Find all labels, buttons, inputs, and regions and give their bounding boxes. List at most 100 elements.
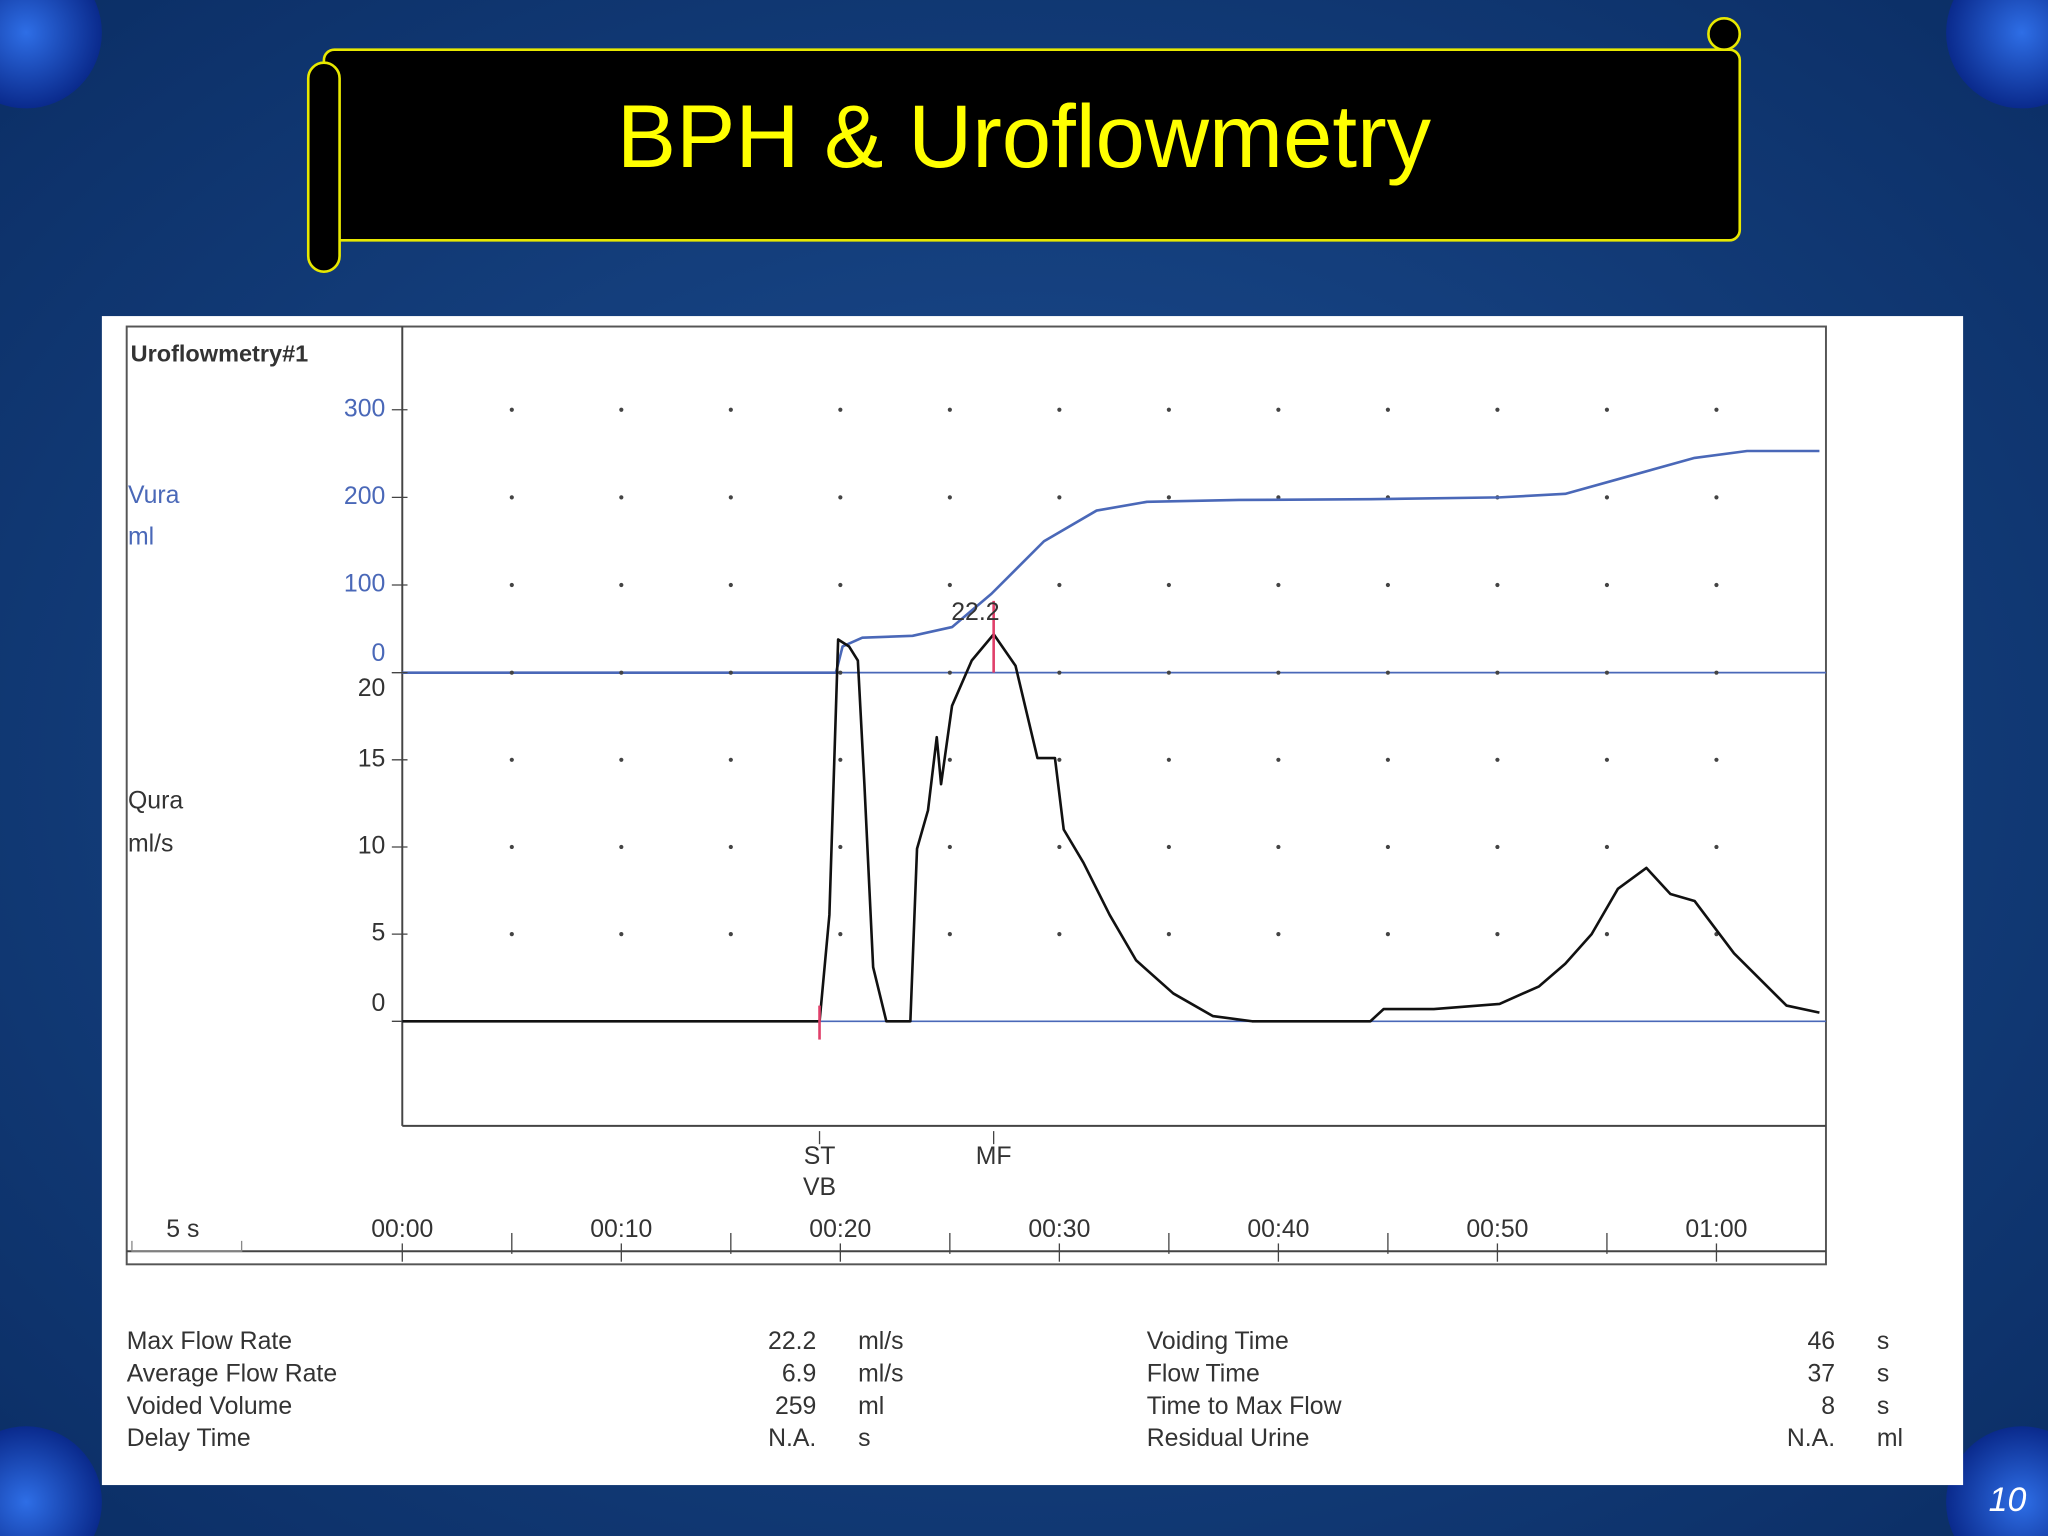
result-value: 46 — [1808, 1328, 1836, 1355]
result-unit: ml — [1877, 1425, 1903, 1452]
grid-dot — [619, 757, 624, 762]
grid-dot — [509, 757, 514, 762]
marker-label: ST — [804, 1143, 836, 1170]
result-unit: s — [1877, 1393, 1889, 1420]
y-tick-label: 0 — [372, 990, 386, 1017]
grid-dot — [509, 582, 514, 588]
result-unit: s — [1877, 1361, 1889, 1388]
grid-dot — [728, 582, 733, 588]
grid-dot — [1057, 495, 1062, 500]
scale-bar — [131, 1240, 243, 1252]
annotation: 22.2 — [951, 599, 999, 626]
result-unit: s — [858, 1425, 870, 1452]
grid-dot — [1276, 582, 1281, 588]
grid-dot — [1604, 757, 1610, 762]
x-tick-label: 01:00 — [1685, 1216, 1747, 1243]
grid-dot — [728, 407, 733, 412]
result-value: 6.9 — [782, 1361, 816, 1388]
grid-dot — [838, 932, 843, 937]
grid-dot — [1385, 932, 1390, 937]
title-banner — [306, 16, 1742, 273]
result-unit: s — [1877, 1328, 1889, 1355]
result-label: Time to Max Flow — [1147, 1393, 1342, 1420]
y-tick-label: 10 — [358, 833, 386, 860]
result-unit: ml/s — [858, 1328, 903, 1355]
x-tick-label: 00:10 — [590, 1216, 652, 1243]
grid-dot — [1166, 407, 1171, 412]
data-line — [402, 632, 1820, 1023]
grid-dot — [1166, 670, 1171, 675]
corner-orb — [0, 1426, 102, 1536]
grid-dot — [1495, 932, 1500, 937]
grid-dot — [838, 844, 843, 850]
data-line — [402, 449, 1820, 674]
corner-orb — [1946, 1426, 2048, 1536]
grid-dot — [1057, 757, 1062, 762]
grid-dot — [947, 582, 952, 588]
chart-panel — [101, 316, 1964, 1486]
y-unit: ml/s — [128, 831, 173, 858]
grid-dot — [619, 844, 624, 850]
grid-dot — [509, 932, 514, 937]
y-tick-label: 0 — [372, 640, 386, 667]
grid-dot — [728, 670, 733, 675]
grid-dot — [838, 757, 843, 762]
y-tick-label: 300 — [344, 395, 385, 422]
result-value: 259 — [775, 1393, 816, 1420]
grid-dot — [838, 407, 843, 412]
y-tick-label: 15 — [358, 745, 386, 772]
result-label: Average Flow Rate — [127, 1361, 337, 1388]
grid-dot — [1166, 582, 1171, 588]
grid-dot — [1604, 844, 1610, 850]
marker-label: MF — [976, 1143, 1012, 1170]
grid-dot — [509, 495, 514, 500]
grid-dot — [838, 495, 843, 500]
grid-dot — [1057, 844, 1062, 850]
grid-dot — [728, 844, 733, 850]
grid-dot — [1166, 495, 1171, 500]
grid-dot — [1604, 495, 1610, 500]
grid-dot — [509, 407, 514, 412]
grid-dot — [509, 844, 514, 850]
grid-dot — [1714, 582, 1719, 588]
result-label: Voided Volume — [127, 1393, 292, 1420]
x-tick-label: 00:40 — [1247, 1216, 1309, 1243]
result-value: N.A. — [768, 1425, 816, 1452]
grid-dot — [619, 582, 624, 588]
result-label: Residual Urine — [1147, 1425, 1310, 1452]
x-tick-label: 00:00 — [371, 1216, 433, 1243]
slide-title: BPH & Uroflowmetry — [617, 87, 1432, 186]
grid-dot — [1604, 407, 1610, 412]
grid-dot — [1057, 670, 1062, 675]
grid-dot — [1276, 844, 1281, 850]
grid-dot — [1276, 670, 1281, 675]
grid-dot — [1714, 407, 1719, 412]
corner-orb — [0, 0, 102, 109]
grid-dot — [728, 932, 733, 937]
corner-orb — [1946, 0, 2048, 109]
grid-dot — [1714, 670, 1719, 675]
grid-dot — [1276, 757, 1281, 762]
grid-dot — [947, 670, 952, 675]
grid-dot — [1714, 495, 1719, 500]
y-unit: ml — [128, 524, 154, 551]
y-label: Vura — [128, 482, 180, 509]
grid-dot — [1495, 670, 1500, 675]
grid-dot — [947, 932, 952, 937]
result-label: Max Flow Rate — [127, 1328, 292, 1355]
grid-dot — [619, 670, 624, 675]
result-unit: ml — [858, 1393, 884, 1420]
marker-sublabel: VB — [803, 1174, 836, 1201]
grid-dot — [947, 495, 952, 500]
grid-dot — [838, 582, 843, 588]
result-label: Voiding Time — [1147, 1328, 1289, 1355]
result-label: Delay Time — [127, 1425, 251, 1452]
y-tick-label: 200 — [344, 483, 385, 510]
result-value: 8 — [1821, 1393, 1835, 1420]
grid-dot — [1057, 932, 1062, 937]
result-value: N.A. — [1787, 1425, 1835, 1452]
grid-dot — [509, 670, 514, 675]
grid-dot — [947, 757, 952, 762]
